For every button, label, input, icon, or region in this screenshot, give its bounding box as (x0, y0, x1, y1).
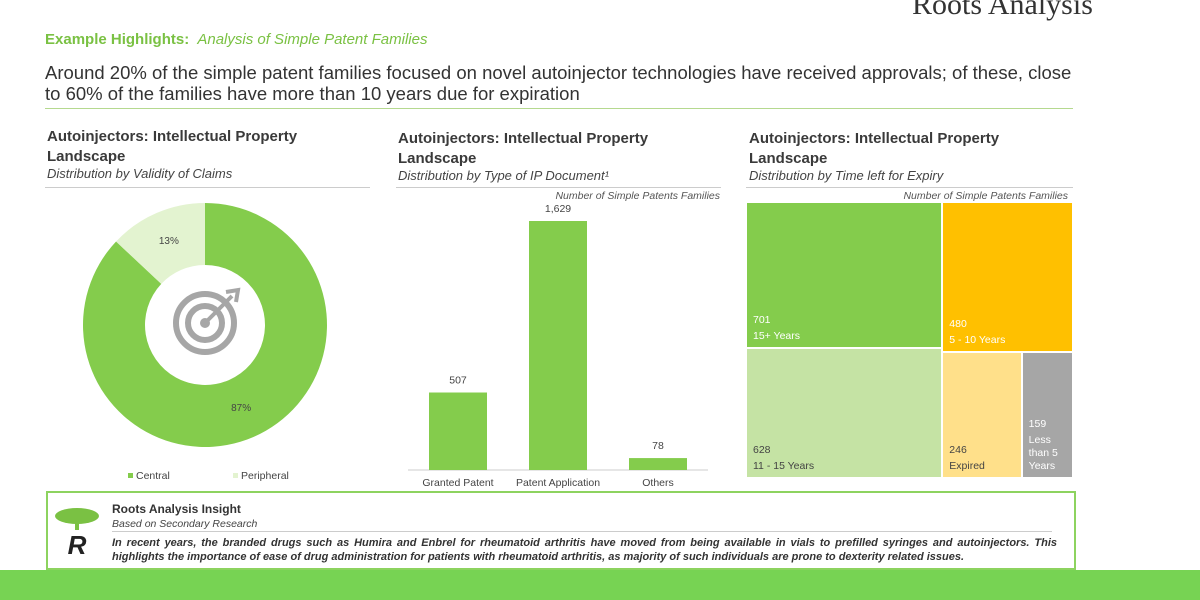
legend-label: Peripheral (241, 470, 289, 482)
svg-text:R: R (68, 530, 87, 560)
chart-note: Number of Simple Patents Families (555, 190, 720, 202)
bar (529, 221, 587, 470)
data-label: 1,629 (545, 203, 571, 215)
data-label: 159 (1028, 417, 1047, 430)
brand-logo: Roots Analysis (912, 0, 1093, 21)
bar (429, 392, 487, 470)
data-label: 13% (159, 236, 179, 247)
separator (746, 187, 1073, 188)
data-label: 507 (449, 374, 467, 386)
target-icon (173, 287, 241, 355)
data-label: 87% (231, 403, 251, 414)
separator (112, 531, 1052, 532)
insight-title: Roots Analysis Insight (112, 502, 241, 516)
header-label: Example Highlights: (45, 31, 190, 48)
separator (45, 187, 370, 188)
treemap-cell: 701 15+ Years (746, 202, 943, 348)
x-tick-label: Others (642, 477, 674, 489)
insight-text: In recent years, the branded drugs such … (112, 537, 1057, 563)
chart-subtitle: Distribution by Type of IP Document¹ (398, 168, 609, 183)
legend-swatch (233, 473, 238, 478)
data-label: 701 (753, 313, 771, 326)
data-label: 480 (949, 317, 967, 330)
treemap-cell: 159 Less than 5 Years (1021, 351, 1073, 478)
treemap-cell: 246 Expired (942, 351, 1022, 478)
insight-logo: R (55, 508, 99, 560)
header-title: Analysis of Simple Patent Families (197, 31, 428, 48)
chart-subtitle: Distribution by Validity of Claims (47, 166, 233, 181)
header: Example Highlights: Analysis of Simple P… (45, 31, 427, 48)
legend-label: Central (136, 470, 170, 482)
treemap: 701 15+ Years 480 5 - 10 Years 628 11 - 15 Ye… (746, 202, 1073, 478)
insight-source: Based on Secondary Research (112, 518, 258, 530)
treemap-cell: 480 5 - 10 Years (942, 202, 1073, 352)
legend-swatch (128, 473, 133, 478)
category-label: Expired (949, 459, 985, 472)
chart-note: Number of Simple Patents Families (903, 190, 1068, 202)
donut-slice (83, 203, 327, 447)
footer-band (0, 570, 1200, 600)
separator (396, 187, 721, 188)
chart-title: Autoinjectors: Intellectual Property Lan… (47, 128, 298, 165)
x-tick-label: Granted Patent (422, 477, 493, 489)
insight-box (46, 491, 1076, 570)
data-label: 78 (652, 440, 664, 452)
x-tick-label: Patent Application (516, 477, 600, 489)
data-label: 246 (949, 443, 967, 456)
chart-title: Autoinjectors: Intellectual Property Lan… (398, 130, 649, 167)
chart-subtitle: Distribution by Time left for Expiry (749, 168, 944, 183)
category-label: 5 - 10 Years (949, 333, 1006, 346)
category-label: Less than 5 Years (1028, 433, 1058, 472)
category-label: 11 - 15 Years (753, 459, 815, 472)
treemap-cell: 628 11 - 15 Years (746, 347, 943, 478)
summary: Around 20% of the simple patent families… (45, 62, 1072, 104)
bar (629, 458, 687, 470)
donut-slice (116, 203, 205, 284)
chart-title: Autoinjectors: Intellectual Property Lan… (749, 130, 1000, 167)
category-label: 15+ Years (753, 329, 801, 342)
divider (45, 108, 1073, 109)
data-label: 628 (753, 443, 771, 456)
